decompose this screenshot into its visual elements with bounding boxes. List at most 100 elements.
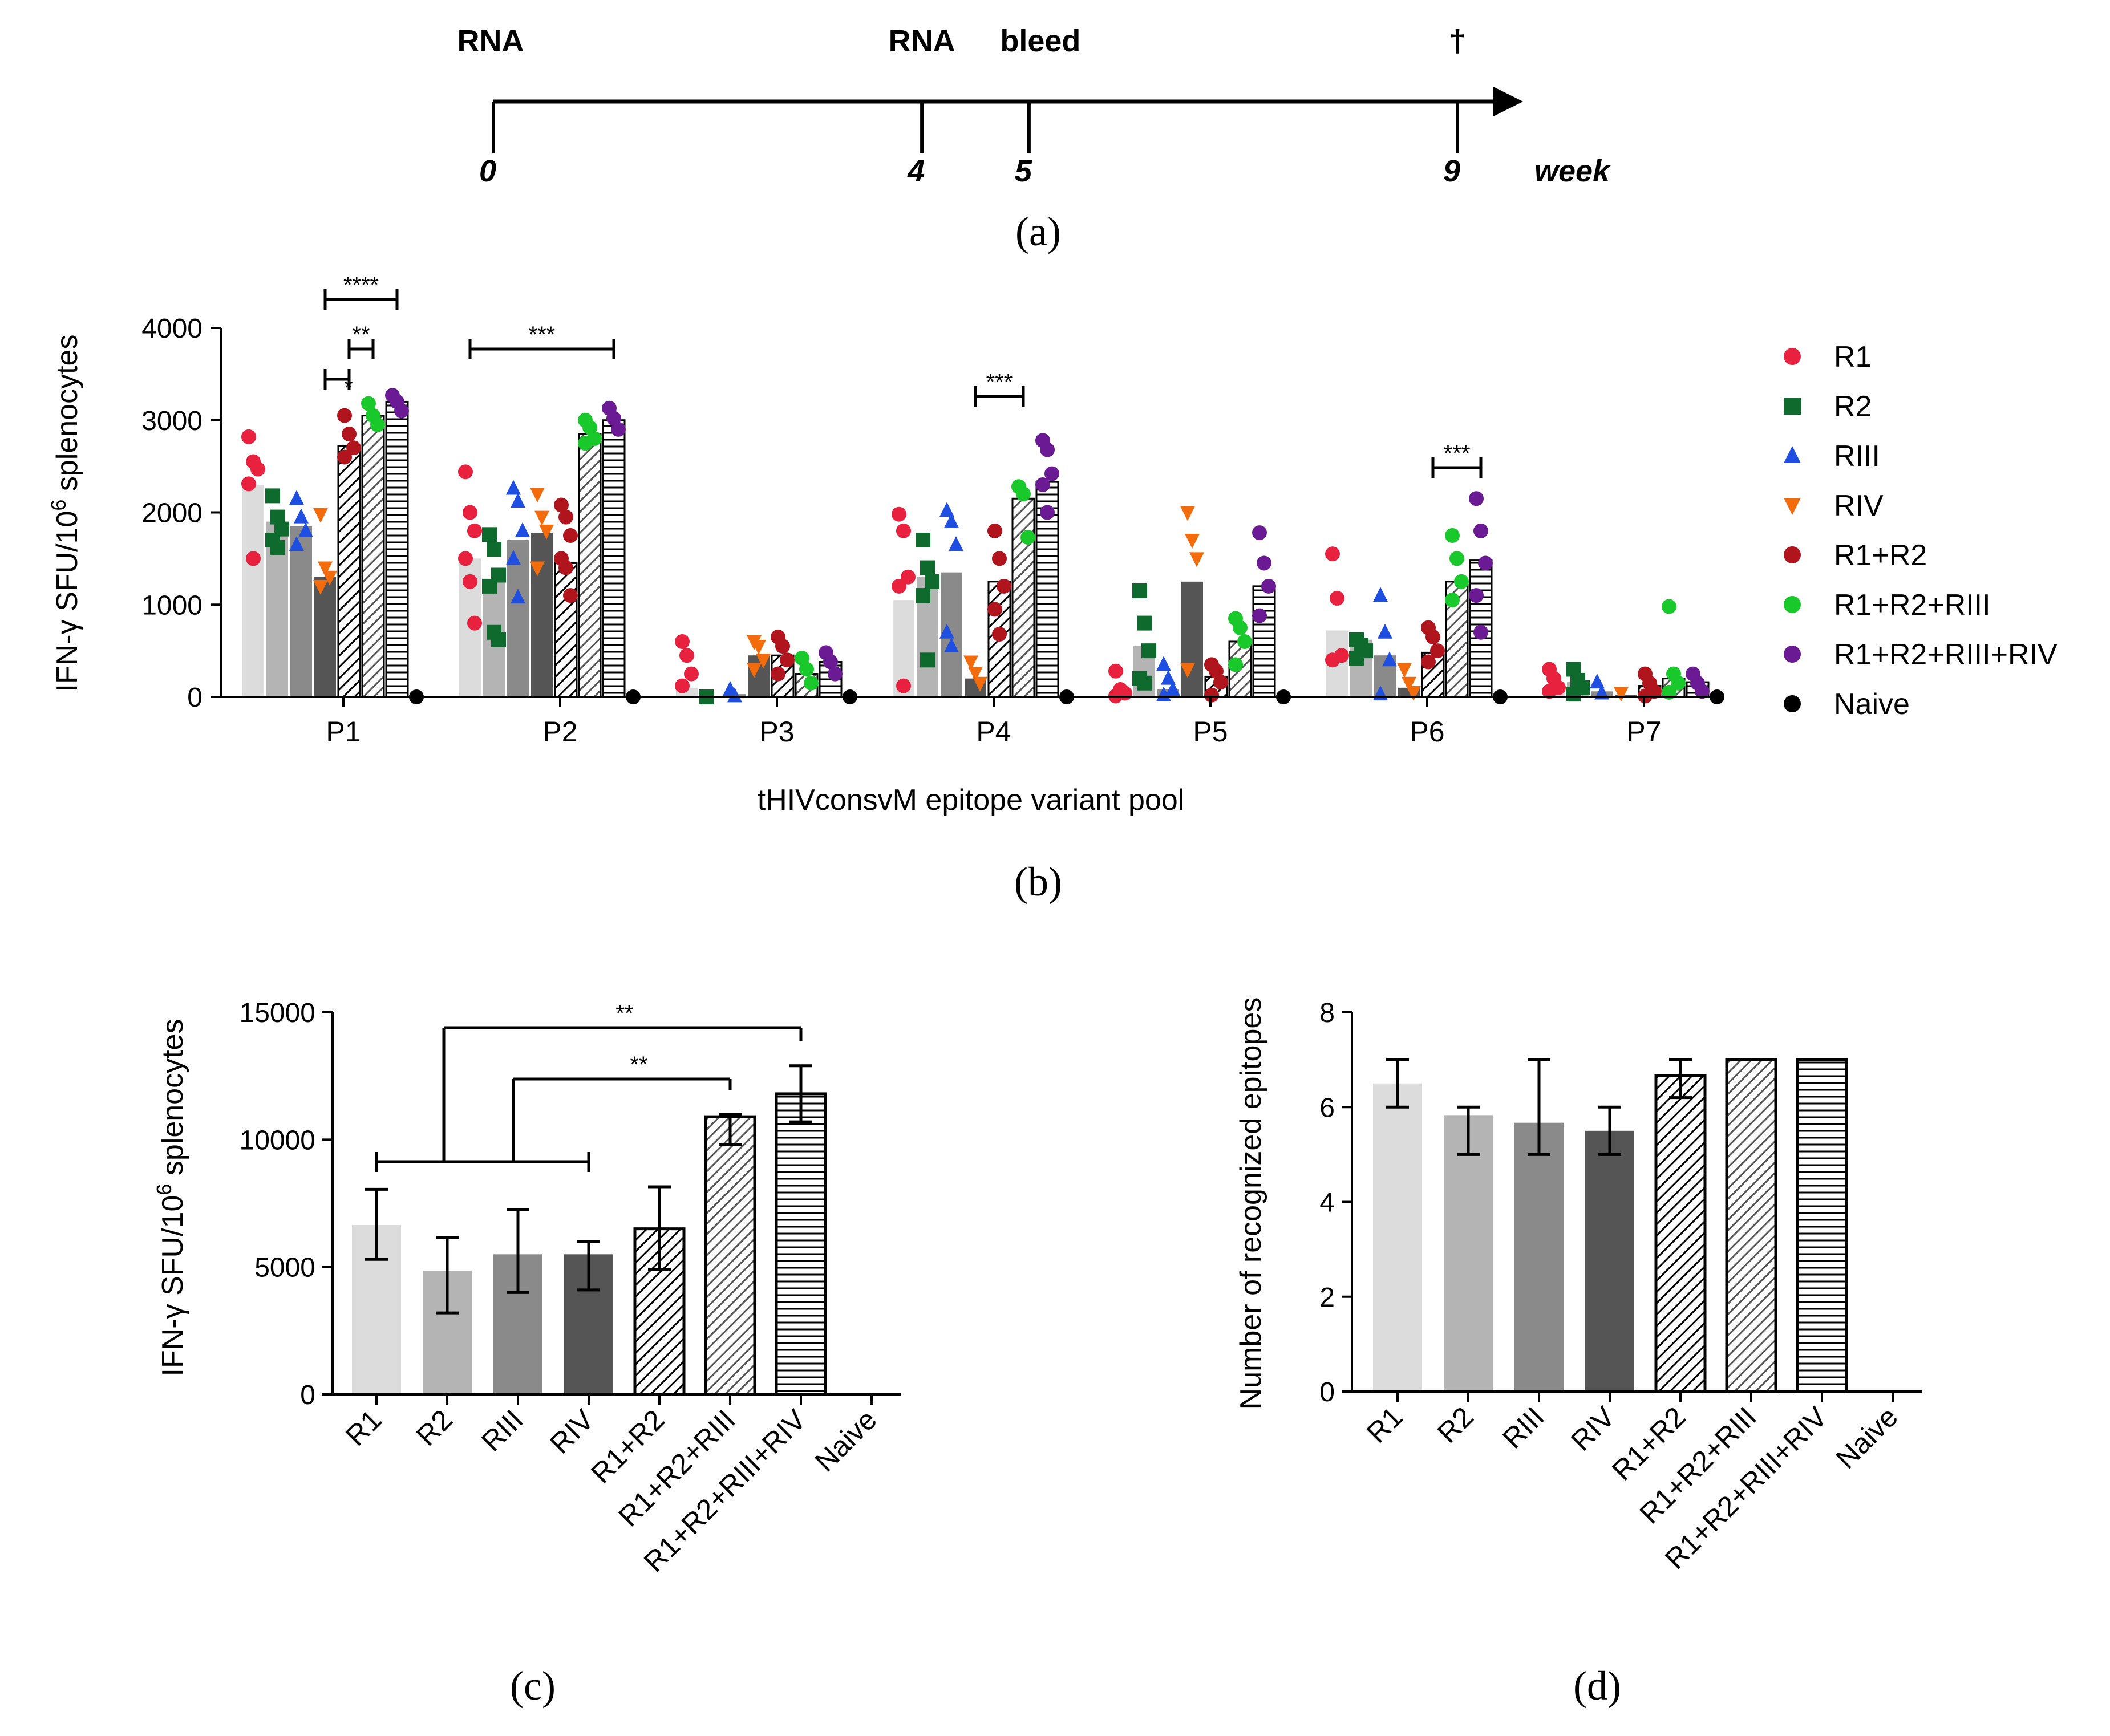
b-legend-label: R2 <box>1834 390 1872 423</box>
d-y-tick-label: 0 <box>1319 1377 1335 1408</box>
b-point-r1-r2 <box>558 560 573 575</box>
b-point-r2 <box>270 540 285 555</box>
b-point-r1-r2 <box>342 427 357 442</box>
timeline-event-label: † <box>1449 24 1466 58</box>
d-x-tick-label: Naive <box>1830 1401 1904 1475</box>
c-y-tick-label: 0 <box>300 1380 315 1410</box>
b-x-tick-label: P1 <box>326 716 361 748</box>
b-bar-r1-p1 <box>242 484 264 697</box>
b-point-r1-r2-riii <box>804 675 819 691</box>
b-point-riv <box>1614 687 1629 702</box>
b-point-r1-r2 <box>554 497 569 513</box>
d-bar-riii <box>1514 1122 1564 1392</box>
b-legend-marker <box>1784 498 1801 515</box>
d-x-tick-label: RIII <box>1496 1401 1550 1455</box>
b-point-r1-r2 <box>780 652 795 668</box>
b-bar-riv-p1 <box>314 577 336 697</box>
b-point-r1-r2-riii-riv <box>828 666 843 682</box>
b-legend-label: RIII <box>1834 440 1880 473</box>
b-point-r1-r2 <box>997 578 1011 594</box>
b-point-riv <box>756 654 771 669</box>
b-point-r1-r2 <box>1213 675 1228 690</box>
b-legend-label: R1+R2 <box>1834 539 1927 572</box>
b-bar-riii-p1 <box>290 526 312 697</box>
b-point-r1-r2-riii <box>1016 486 1031 502</box>
timeline-panel: RNA 0 RNA 4 bleed 5 † 9 week (a) <box>457 24 1612 254</box>
b-point-riii <box>727 687 742 703</box>
b-point-r1 <box>246 551 261 566</box>
b-y-tick-label: 4000 <box>141 314 203 344</box>
b-y-tick-label: 1000 <box>141 590 203 620</box>
b-point-r1-r2-riii <box>370 417 385 432</box>
b-point-r1-r2-riii <box>1454 574 1469 589</box>
timeline-unit-label: week <box>1534 154 1611 188</box>
b-point-r1-r2-riii-riv <box>1478 555 1493 571</box>
b-point-r1 <box>675 678 690 693</box>
b-point-r1 <box>675 634 690 649</box>
d-bar-riv <box>1585 1130 1634 1392</box>
b-point-r2 <box>265 488 280 504</box>
c-significance-label: ** <box>630 1052 647 1077</box>
d-bar-r2 <box>1444 1115 1493 1392</box>
b-significance-label: *** <box>529 322 556 347</box>
c-bar-r1-r2-riii-riv <box>775 1092 827 1396</box>
c-y-axis-title: IFN-γ SFU/106 splenocytes <box>152 1019 190 1377</box>
b-point-r1 <box>467 523 482 538</box>
b-point-r1-r2 <box>992 627 1007 642</box>
panel-a-label: (a) <box>1015 209 1061 254</box>
b-point-riv <box>322 570 337 586</box>
panel-b-label: (b) <box>1014 859 1062 904</box>
b-point-r2 <box>487 542 501 557</box>
b-bar-r1-r2-riii-p4 <box>1011 497 1035 698</box>
timeline-event-label: bleed <box>1000 24 1080 58</box>
c-x-tick-label: Naive <box>809 1404 883 1478</box>
b-bar-r1-r2-riii-p1 <box>361 415 385 698</box>
b-point-riv <box>1189 552 1204 567</box>
b-point-r1-r2-riii-riv <box>1257 555 1271 571</box>
b-point-r2 <box>1132 583 1147 598</box>
c-x-tick-label: R2 <box>410 1404 459 1452</box>
c-y-tick-label: 5000 <box>254 1253 315 1283</box>
b-point-riii <box>944 513 959 528</box>
b-legend: R1 R2 RIII RIV R1+R2 R1+R2+RIII R1+R2+RIII+RIV… <box>1784 340 2058 721</box>
b-point-r1-r2-riii <box>578 436 593 451</box>
b-legend-label: R1+R2+RIII <box>1834 589 1991 622</box>
b-point-r1-r2-riii-riv <box>1473 624 1488 640</box>
b-point-r1-r2 <box>558 509 573 525</box>
b-point-r1-r2-riii <box>1228 657 1243 672</box>
d-bar-r1-r2-riii <box>1725 1058 1777 1393</box>
b-point-riii <box>289 490 304 505</box>
b-point-r1-r2-riii <box>1445 528 1460 543</box>
b-point-r1 <box>1325 546 1340 562</box>
b-point-r1-r2-riii-riv <box>1469 588 1484 603</box>
b-point-riii <box>939 502 954 517</box>
b-point-r1-r2-riii-riv <box>1473 523 1488 538</box>
b-point-riii <box>511 589 525 604</box>
b-point-riv <box>1397 663 1412 678</box>
b-legend-label: R1+R2+RIII+RIV <box>1834 638 2058 671</box>
b-point-riv <box>1180 506 1195 521</box>
d-y-axis-title: Number of recognized epitopes <box>1234 997 1267 1410</box>
b-point-r1 <box>901 569 916 585</box>
b-point-r2 <box>925 574 939 589</box>
b-point-r1-r2 <box>992 551 1007 566</box>
c-x-tick-label: RIV <box>544 1404 600 1460</box>
b-legend-label: R1 <box>1834 340 1872 374</box>
b-point-riii <box>511 493 525 508</box>
d-bar-r1-r2-riii-riv <box>1796 1058 1848 1393</box>
b-x-tick-label: P5 <box>1193 716 1228 748</box>
b-legend-marker <box>1784 596 1801 613</box>
b-point-r1-r2 <box>337 449 352 465</box>
b-point-riv <box>747 663 762 678</box>
b-point-r1-r2-riii <box>361 396 376 411</box>
b-point-riii <box>1161 670 1176 685</box>
b-point-r1-r2-riii <box>1445 593 1460 608</box>
b-bar-riii-p2 <box>507 540 529 697</box>
b-point-r1-r2-riii-riv <box>823 654 838 670</box>
b-point-r1-r2 <box>563 588 578 603</box>
b-bar-r1-r2-riii-riv-p1 <box>385 400 409 698</box>
b-x-tick-label: P3 <box>759 716 794 748</box>
d-y-tick-label: 2 <box>1319 1283 1335 1313</box>
